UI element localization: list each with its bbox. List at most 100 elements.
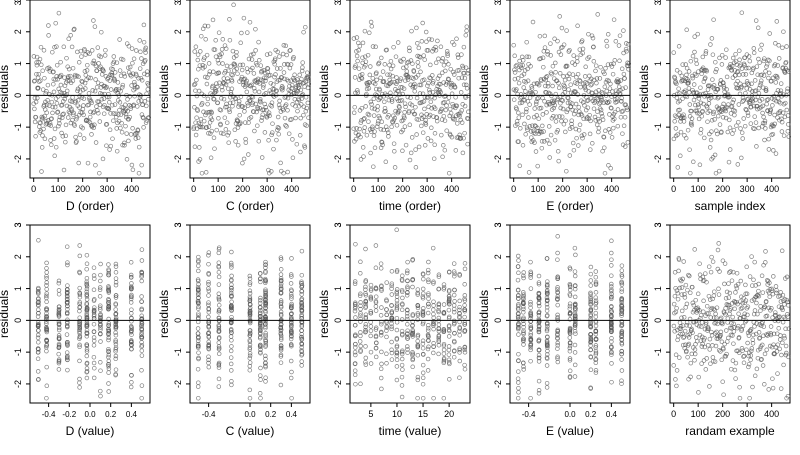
data-point xyxy=(557,50,561,54)
y-tick-label: -2 xyxy=(13,380,23,388)
data-point xyxy=(512,43,516,47)
data-point xyxy=(39,63,43,67)
data-point xyxy=(757,91,761,95)
data-point xyxy=(573,363,577,367)
data-point xyxy=(779,82,783,86)
data-point xyxy=(279,361,283,365)
data-point xyxy=(776,372,780,376)
data-point xyxy=(697,105,701,109)
data-point xyxy=(390,340,394,344)
data-point xyxy=(463,267,467,271)
data-point xyxy=(367,31,371,35)
data-point xyxy=(548,142,552,146)
data-point xyxy=(379,266,383,270)
data-point xyxy=(563,78,567,82)
data-point xyxy=(45,111,49,115)
data-point xyxy=(568,48,572,52)
data-point xyxy=(258,391,262,395)
data-point xyxy=(279,383,283,387)
data-point xyxy=(623,77,627,81)
data-point xyxy=(610,380,614,384)
data-point xyxy=(571,73,575,77)
data-point xyxy=(559,106,563,110)
data-point xyxy=(371,76,375,80)
data-point xyxy=(736,163,740,167)
data-point xyxy=(754,121,758,125)
data-point xyxy=(609,274,613,278)
data-point xyxy=(34,134,38,138)
data-point xyxy=(278,99,282,103)
data-point xyxy=(556,251,560,255)
data-point xyxy=(741,349,745,353)
data-point xyxy=(738,58,742,62)
data-point xyxy=(364,356,368,360)
data-point xyxy=(245,90,249,94)
data-point xyxy=(85,262,89,266)
data-point xyxy=(765,65,769,69)
data-point xyxy=(140,300,144,304)
data-point xyxy=(437,352,441,356)
data-point xyxy=(369,100,373,104)
data-point xyxy=(724,329,728,333)
data-point xyxy=(367,120,371,124)
data-point xyxy=(78,295,82,299)
data-point xyxy=(36,340,40,344)
data-point xyxy=(51,82,55,86)
data-point xyxy=(282,71,286,75)
data-point xyxy=(217,352,221,356)
data-point xyxy=(517,259,521,263)
data-point xyxy=(549,133,553,137)
data-point xyxy=(779,300,783,304)
data-point xyxy=(591,36,595,40)
data-point xyxy=(714,344,718,348)
data-point xyxy=(756,26,760,30)
data-point xyxy=(388,63,392,67)
data-point xyxy=(763,138,767,142)
data-point xyxy=(421,131,425,135)
data-point xyxy=(214,55,218,59)
data-point xyxy=(415,26,419,30)
data-point xyxy=(85,354,89,358)
data-point xyxy=(302,30,306,34)
data-point xyxy=(748,396,752,400)
data-point xyxy=(207,315,211,319)
data-point xyxy=(621,109,625,113)
data-point xyxy=(620,269,624,273)
data-point xyxy=(700,321,704,325)
data-point xyxy=(248,396,252,400)
data-point xyxy=(452,304,456,308)
data-point xyxy=(565,110,569,114)
data-point xyxy=(393,166,397,170)
data-point xyxy=(294,116,298,120)
data-point xyxy=(568,369,572,373)
data-point xyxy=(410,29,414,33)
data-point xyxy=(524,90,528,94)
data-point xyxy=(92,317,96,321)
data-point xyxy=(558,15,562,19)
data-point xyxy=(677,356,681,360)
data-point xyxy=(575,56,579,60)
data-point xyxy=(516,377,520,381)
data-point xyxy=(289,282,293,286)
data-point xyxy=(288,66,292,70)
data-point xyxy=(697,391,701,395)
data-point xyxy=(697,375,701,379)
data-point xyxy=(687,70,691,74)
data-point xyxy=(385,335,389,339)
data-point xyxy=(243,110,247,114)
data-point xyxy=(45,261,49,265)
x-axis-title: D (order) xyxy=(66,199,114,213)
x-tick-label: 0.0 xyxy=(84,410,96,419)
data-point xyxy=(230,266,234,270)
data-point xyxy=(699,86,703,90)
data-point xyxy=(354,316,358,320)
data-point xyxy=(571,141,575,145)
data-point xyxy=(573,246,577,250)
data-point xyxy=(47,24,51,28)
data-point xyxy=(230,274,234,278)
data-point xyxy=(363,126,367,130)
data-point xyxy=(714,312,718,316)
data-point xyxy=(543,99,547,103)
data-point xyxy=(395,76,399,80)
data-point xyxy=(204,37,208,41)
